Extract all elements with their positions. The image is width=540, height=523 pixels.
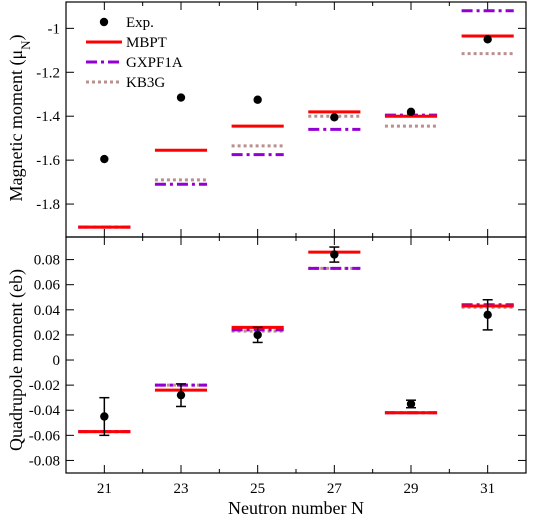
- quadrupole-xtick-label: 29: [404, 481, 419, 497]
- quadrupole-xtick-label: 31: [480, 481, 495, 497]
- quadrupole-exp-point: [330, 250, 339, 259]
- magnetic-ytick-label: -1.2: [36, 65, 60, 81]
- quadrupole-xtick-label: 23: [174, 481, 189, 497]
- legend-label-exp: Exp.: [126, 15, 154, 31]
- quadrupole-moment-axis-title: Quadrupole moment (eb): [6, 269, 27, 451]
- magnetic-ytick-label: -1.6: [36, 153, 60, 169]
- magnetic-exp-point: [406, 107, 416, 117]
- quadrupole-ytick-label: 0: [53, 353, 61, 369]
- quadrupole-xtick-label: 21: [97, 481, 112, 497]
- magnetic-exp-point: [176, 93, 186, 102]
- quadrupole-moment-panel: -0.08 -0.06 -0.04 -0.02 0 0.02 0.04 0.06 0.08 21 2…: [29, 236, 527, 497]
- quadrupole-ytick-label: -0.02: [29, 378, 60, 394]
- legend-label-mbpt: MBPT: [126, 35, 167, 51]
- quadrupole-ytick-label: -0.04: [29, 403, 61, 419]
- legend-exp-marker: [99, 17, 109, 27]
- quadrupole-ytick-label: 0.08: [34, 253, 60, 269]
- quadrupole-exp-point: [253, 330, 262, 340]
- quadrupole-ytick-label: 0.06: [34, 278, 61, 294]
- quadrupole-ytick-label: 0.04: [34, 303, 61, 319]
- magnetic-exp-point: [253, 95, 262, 104]
- quadrupole-ytick-label: 0.02: [34, 328, 60, 344]
- magnetic-moment-panel: -1.8 -1.6 -1.4 -1.2 -1 Exp. MBPT GXPF1A KB3G: [36, 1, 527, 238]
- quadrupole-xtick-label: 25: [250, 481, 265, 497]
- magnetic-exp-point: [330, 113, 339, 122]
- quadrupole-ytick-label: -0.06: [29, 428, 61, 444]
- magnetic-ytick-label: -1.4: [36, 109, 60, 125]
- magnetic-moment-axis-title-main: Magnetic moment (μ: [6, 50, 27, 202]
- magnetic-moment-axis-title-sub: N: [18, 40, 33, 50]
- quadrupole-xtick-label: 27: [327, 481, 343, 497]
- magnetic-ytick-label: -1: [48, 21, 61, 37]
- quadrupole-exp-point: [176, 390, 186, 400]
- quadrupole-exp-point: [100, 412, 109, 421]
- magnetic-moment-axis-title: Magnetic moment (μN): [6, 34, 33, 201]
- quadrupole-plot-frame: [65, 236, 527, 474]
- quadrupole-exp-point: [483, 310, 492, 320]
- magnetic-ytick-label: -1.8: [36, 197, 60, 213]
- legend: Exp. MBPT GXPF1A KB3G: [86, 15, 183, 91]
- neutron-number-axis-title: Neutron number N: [228, 498, 364, 518]
- magnetic-moment-axis-title-end: ): [6, 34, 27, 40]
- legend-label-gxpf1a: GXPF1A: [126, 55, 183, 71]
- quadrupole-exp-point: [406, 399, 416, 409]
- legend-label-kb3g: KB3G: [126, 75, 165, 91]
- quadrupole-ytick-label: -0.08: [29, 453, 60, 469]
- magnetic-exp-point: [100, 154, 109, 164]
- magnetic-exp-point: [483, 35, 492, 44]
